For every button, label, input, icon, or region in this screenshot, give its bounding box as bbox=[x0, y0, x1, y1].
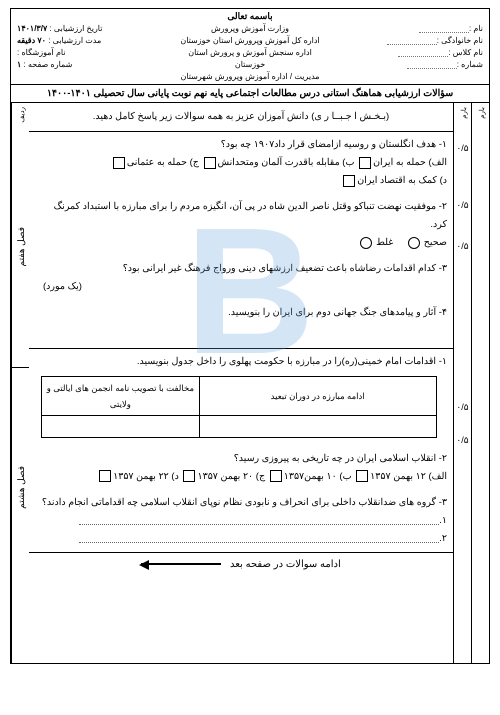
col-score-inner: بارم ۰/۵ ۰/۵ ۰/۵ ۰/۵ ۰/۵ bbox=[453, 103, 471, 663]
q1: ۱- هدف انگلستان و روسیه ازامضای قرار داد… bbox=[29, 132, 453, 194]
q3-hint: (یک مورد) bbox=[35, 278, 447, 296]
q6-check-a[interactable] bbox=[356, 470, 368, 482]
header-left: تاریخ ارزشیابی : ۱۴۰۱/۳/۷ مدت ارزشیابی :… bbox=[17, 23, 171, 83]
class-blank[interactable] bbox=[398, 49, 448, 57]
header-center: وزارت آموزش وپرورش اداره کل آموزش وپرورش… bbox=[173, 23, 327, 83]
page-label: شماره صفحه : bbox=[24, 60, 73, 69]
q2-false-label: غلط bbox=[376, 237, 393, 248]
q5-cell1[interactable] bbox=[199, 415, 436, 437]
ministry-line2: اداره کل آموزش وپرورش استان خوزستان bbox=[173, 35, 327, 47]
col-score-outer: بارم bbox=[471, 103, 489, 663]
chapter-8-label: فصل هشتم bbox=[16, 466, 26, 509]
q6-check-c[interactable] bbox=[183, 470, 195, 482]
q6-text: ۲- انقلاب اسلامی ایران در چه تاریخی به پ… bbox=[35, 450, 447, 468]
q6-check-b[interactable] bbox=[270, 470, 282, 482]
score-q6: ۰/۵ bbox=[454, 413, 471, 446]
score-q3: ۰/۵ bbox=[454, 211, 471, 252]
q1-check-d[interactable] bbox=[343, 175, 355, 187]
number-blank[interactable] bbox=[407, 61, 457, 69]
q4-text: ۴- آثار و پیامدهای جنگ جهانی دوم برای ای… bbox=[35, 304, 447, 322]
arrow-left-icon bbox=[141, 563, 221, 565]
chapter-7-cell: فصل هفتم bbox=[12, 127, 29, 367]
q1-check-b[interactable] bbox=[204, 157, 216, 169]
q6-check-d[interactable] bbox=[99, 470, 111, 482]
header-right: نام : نام خانوادگی : نام کلاس : شماره : bbox=[329, 23, 483, 83]
q1-opt-b: ب) مقابله باقدرت آلمان ومتحدانش bbox=[218, 157, 355, 168]
q1-check-c[interactable] bbox=[113, 157, 125, 169]
q7-n1: ۱. bbox=[439, 515, 447, 526]
ministry-line4: مدیریت / اداره آموزش وپرورش شهرستان bbox=[173, 71, 327, 83]
family-blank[interactable] bbox=[387, 37, 437, 45]
name-blank[interactable] bbox=[419, 25, 469, 33]
row-label: ردیف bbox=[17, 103, 29, 127]
col-body: (بـخـش ا جـبــا ر ی) دانش آموزان عزیز به… bbox=[29, 103, 453, 663]
score-inner-label: بارم bbox=[459, 103, 471, 123]
class-label: نام کلاس : bbox=[448, 48, 483, 57]
q1-opt-c: ج) حمله به عثمانی bbox=[127, 157, 199, 168]
date-label: تاریخ ارزشیابی : bbox=[49, 24, 102, 33]
q2-text: ۲- موفقیت نهضت تنباکو وقتل ناصر الدین شا… bbox=[35, 198, 447, 234]
col-chapter: ردیف فصل هفتم فصل هشتم bbox=[11, 103, 29, 663]
chapter-8-cell: فصل هشتم bbox=[12, 367, 29, 607]
score-q2: ۰/۵ bbox=[454, 154, 471, 211]
q1-check-a[interactable] bbox=[359, 157, 371, 169]
page-value: ۱ bbox=[17, 60, 21, 69]
q7-n2: ۲. bbox=[439, 533, 447, 544]
number-label: شماره : bbox=[457, 60, 483, 69]
q6-opt-a: الف) ۱۲ بهمن ۱۳۵۷ bbox=[370, 471, 447, 482]
name-label: نام : bbox=[469, 24, 483, 33]
q6-opt-b: ب) ۱۰ بهمن۱۳۵۷ bbox=[284, 471, 352, 482]
q5-table: ادامه مبارزه در دوران تبعید مخالفت با تص… bbox=[41, 376, 437, 438]
q5-th2: مخالفت با تصویب نامه انجمن های ایالتی و … bbox=[42, 376, 200, 415]
score-q1: ۰/۵ bbox=[454, 123, 471, 154]
q7-blank1[interactable] bbox=[79, 516, 439, 525]
q2-radio-true[interactable] bbox=[408, 237, 420, 249]
footer: ادامه سوالات در صفحه بعد bbox=[29, 552, 453, 576]
ministry-line1: وزارت آموزش وپرورش bbox=[173, 23, 327, 35]
q7: ۳- گروه های ضدانقلاب داخلی برای انحراف و… bbox=[29, 490, 453, 552]
bismillah: باسمه تعالی bbox=[11, 9, 489, 22]
q5-cell2[interactable] bbox=[42, 415, 200, 437]
q1-opt-a: الف) حمله به ایران bbox=[373, 157, 447, 168]
q2-radio-false[interactable] bbox=[360, 237, 372, 249]
q6: ۲- انقلاب اسلامی ایران در چه تاریخی به پ… bbox=[29, 446, 453, 490]
q5-th1: ادامه مبارزه در دوران تبعید bbox=[199, 376, 436, 415]
exam-page: باسمه تعالی نام : نام خانوادگی : نام کلا… bbox=[10, 8, 490, 664]
ministry-line3: اداره سنجش آموزش و پرورش استان خوزستان bbox=[173, 47, 327, 71]
q7-blank2[interactable] bbox=[79, 534, 439, 543]
q3-text: ۳- کدام اقدامات رضاشاه باعث تضعیف ارزشها… bbox=[35, 260, 447, 278]
q5: ۱- اقدامات امام خمینی(ره)را در مبارزه با… bbox=[29, 349, 453, 445]
chapter-7-label: فصل هفتم bbox=[16, 227, 26, 266]
score-q5: ۰/۵ bbox=[454, 252, 471, 413]
content-grid: بارم بارم ۰/۵ ۰/۵ ۰/۵ ۰/۵ ۰/۵ (بـخـش ا ج… bbox=[11, 103, 489, 663]
school-label: نام آموزشگاه : bbox=[17, 48, 66, 57]
q1-opt-d: د) کمک به اقتصاد ایران bbox=[357, 175, 447, 186]
header: نام : نام خانوادگی : نام کلاس : شماره : … bbox=[11, 22, 489, 84]
date-value: ۱۴۰۱/۳/۷ bbox=[17, 24, 47, 33]
duration-label: مدت ارزشیابی : bbox=[48, 36, 101, 45]
footer-text: ادامه سوالات در صفحه بعد bbox=[230, 559, 341, 570]
q6-opt-c: ج) ۲۰ بهمن ۱۳۵۷ bbox=[197, 471, 265, 482]
q5-text: ۱- اقدامات امام خمینی(ره)را در مبارزه با… bbox=[35, 353, 447, 371]
exam-title: سؤالات ارزشیابی هماهنگ استانی درس مطالعا… bbox=[11, 84, 489, 103]
q4: ۴- آثار و پیامدهای جنگ جهانی دوم برای ای… bbox=[29, 300, 453, 348]
score-outer-label: بارم bbox=[477, 103, 489, 123]
instructions: (بـخـش ا جـبــا ر ی) دانش آموزان عزیز به… bbox=[29, 103, 453, 132]
family-label: نام خانوادگی : bbox=[437, 36, 483, 45]
q2-true-label: صحیح bbox=[424, 237, 447, 248]
q7-text: ۳- گروه های ضدانقلاب داخلی برای انحراف و… bbox=[35, 494, 447, 512]
q2: ۲- موفقیت نهضت تنباکو وقتل ناصر الدین شا… bbox=[29, 194, 453, 256]
q6-opt-d: د) ۲۲ بهمن ۱۳۵۷ bbox=[113, 471, 179, 482]
duration-value: ۷۰ دقیقه bbox=[17, 36, 46, 45]
q1-text: ۱- هدف انگلستان و روسیه ازامضای قرار داد… bbox=[35, 136, 447, 154]
q3: ۳- کدام اقدامات رضاشاه باعث تضعیف ارزشها… bbox=[29, 256, 453, 300]
